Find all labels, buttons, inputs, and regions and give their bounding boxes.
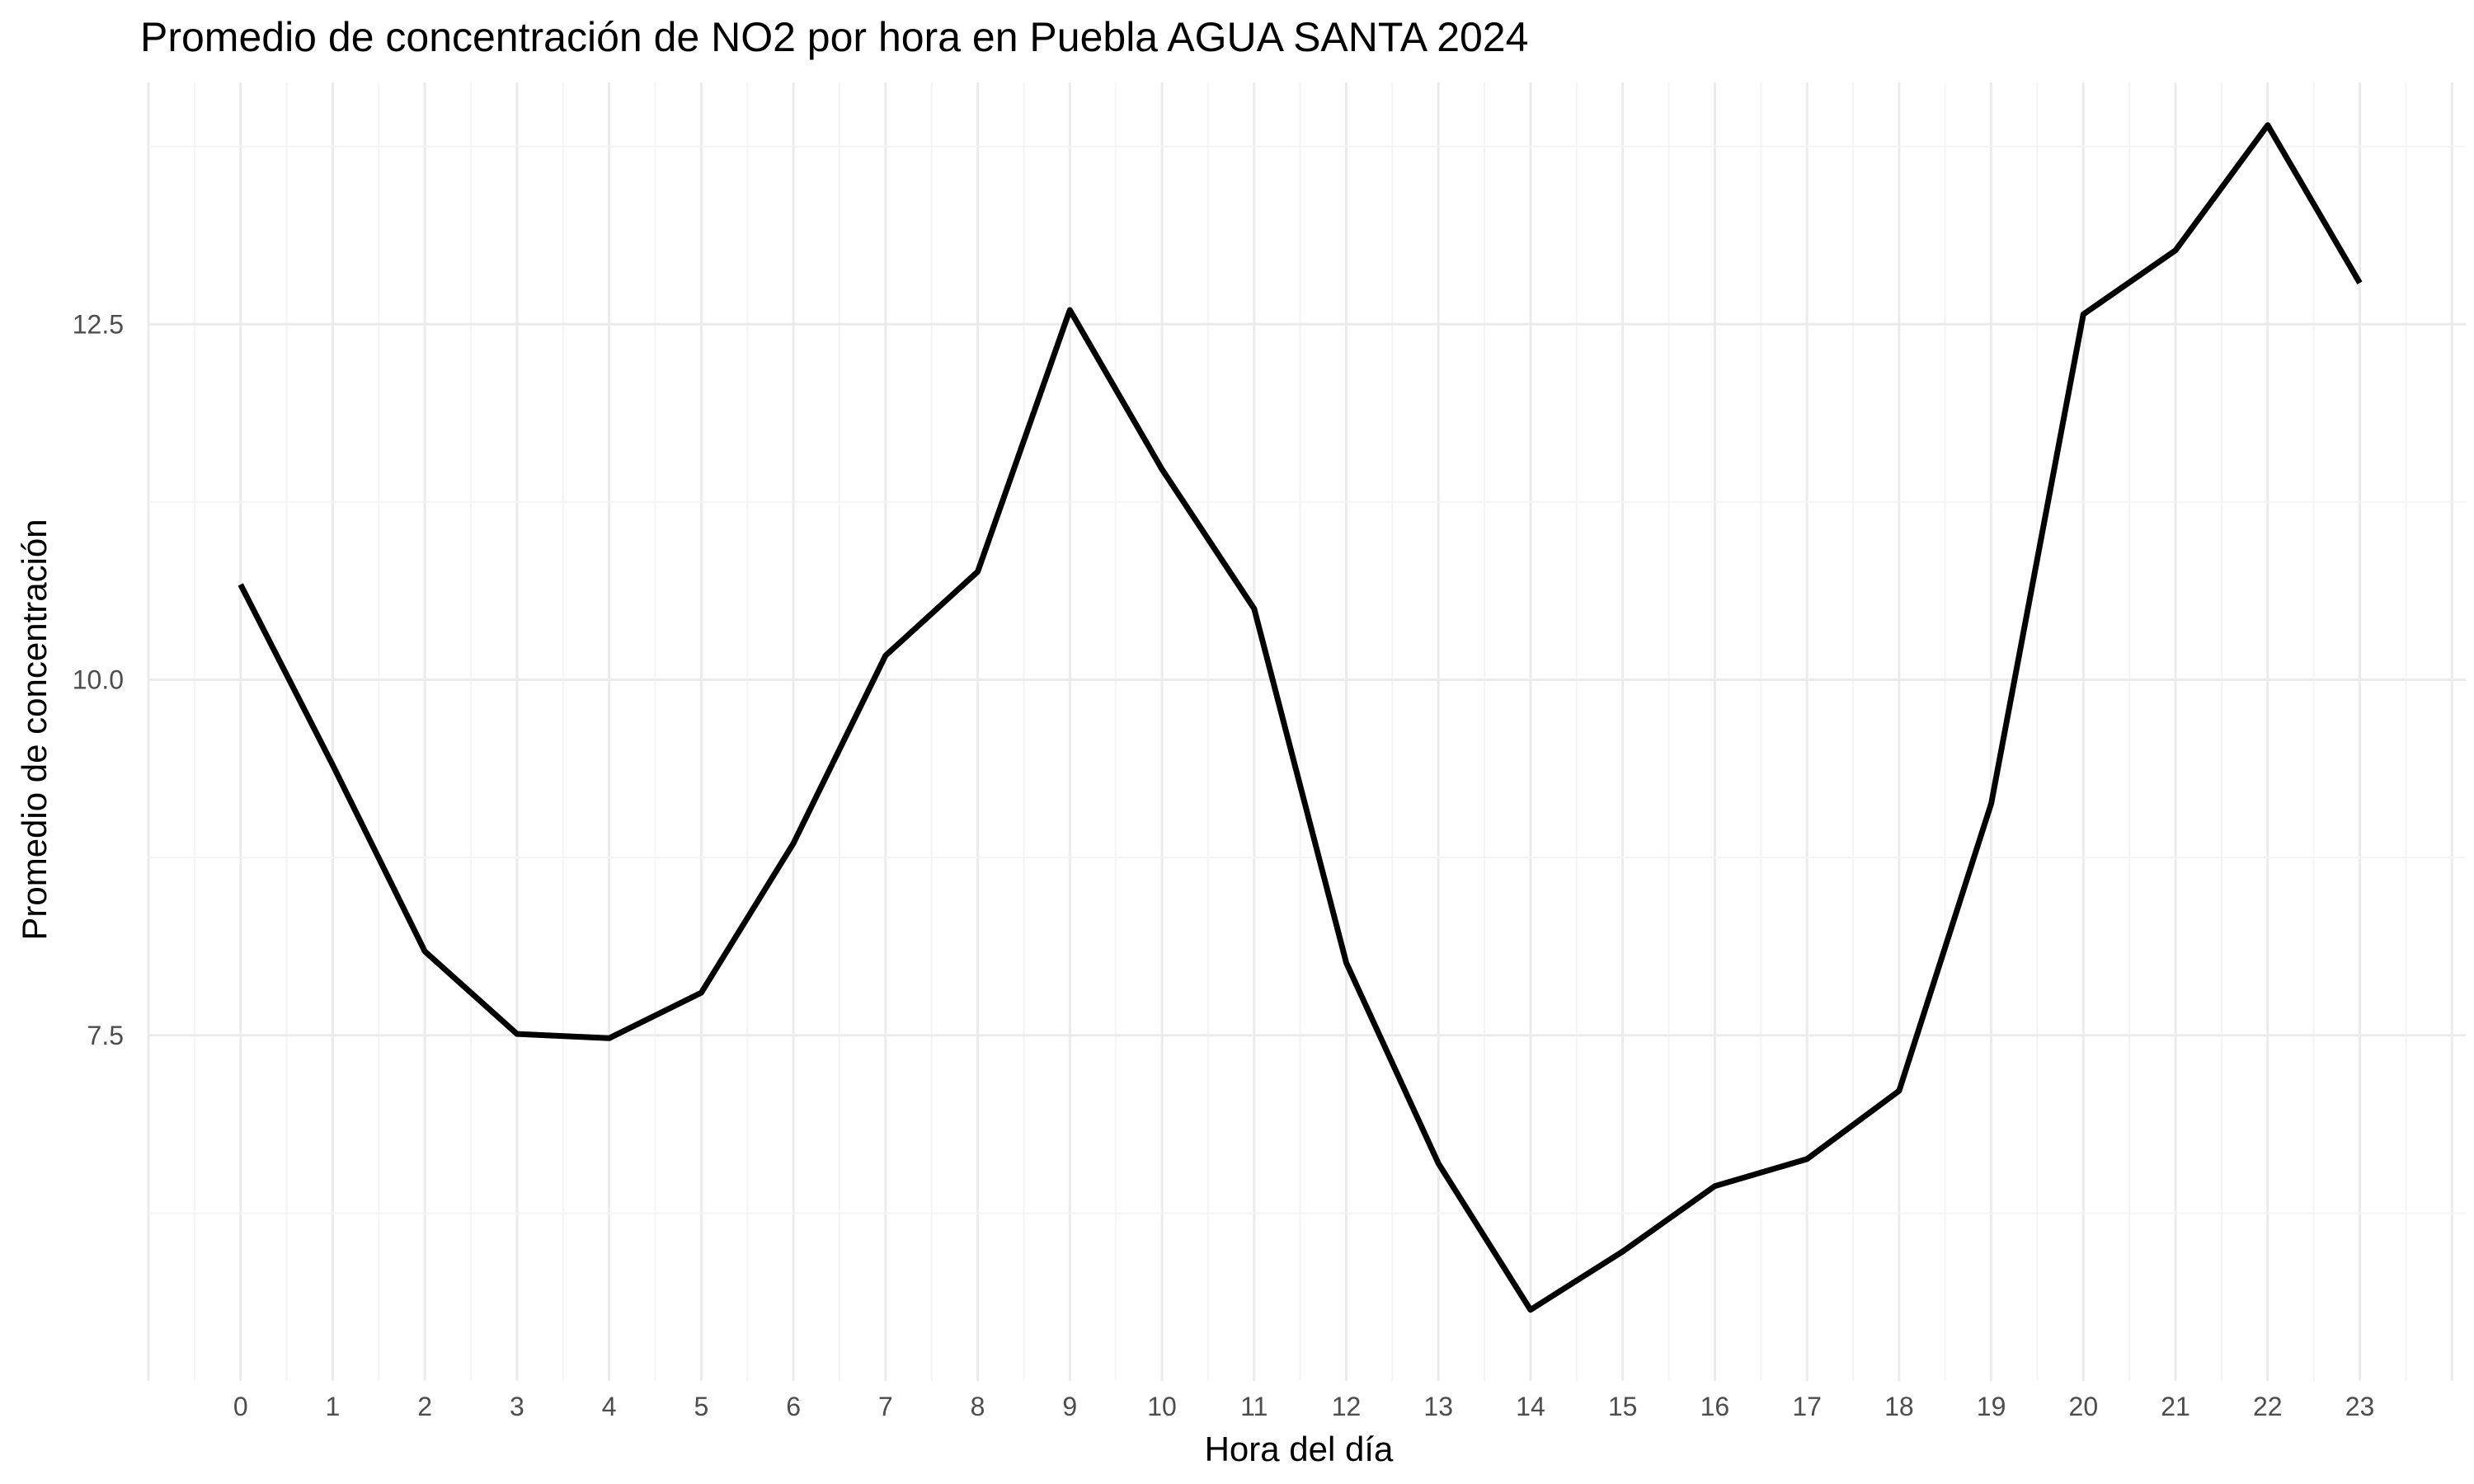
x-tick-label: 7	[878, 1392, 893, 1421]
x-tick-label: 22	[2253, 1392, 2283, 1421]
x-tick-label: 3	[510, 1392, 524, 1421]
x-tick-label: 5	[694, 1392, 708, 1421]
x-tick-label: 15	[1608, 1392, 1638, 1421]
x-axis-title: Hora del día	[1205, 1430, 1394, 1468]
y-axis-ticks: 7.5 10.0 12.5	[73, 309, 124, 1050]
x-tick-label: 12	[1332, 1392, 1362, 1421]
y-axis-title: Promedio de concentración	[15, 519, 54, 940]
x-tick-label: 10	[1147, 1392, 1177, 1421]
x-axis-ticks: 0 1 2 3 4 5 6 7 8 9 10 11 12 13 14 15 16 17 18 19 20 21 22 23	[233, 1392, 2374, 1421]
chart-title: Promedio de concentración de NO2 por hor…	[140, 14, 1528, 60]
x-tick-label: 6	[786, 1392, 801, 1421]
x-tick-label: 16	[1700, 1392, 1730, 1421]
x-tick-label: 17	[1792, 1392, 1822, 1421]
x-tick-label: 13	[1423, 1392, 1453, 1421]
x-tick-label: 8	[971, 1392, 985, 1421]
x-tick-label: 18	[1884, 1392, 1914, 1421]
series-layer	[238, 122, 2363, 1313]
y-tick-label: 12.5	[73, 309, 124, 339]
x-tick-label: 2	[417, 1392, 432, 1421]
x-tick-label: 23	[2345, 1392, 2375, 1421]
x-tick-label: 1	[326, 1392, 341, 1421]
x-tick-label: 14	[1516, 1392, 1545, 1421]
y-tick-label: 7.5	[87, 1021, 124, 1050]
x-tick-label: 9	[1062, 1392, 1077, 1421]
x-tick-label: 4	[602, 1392, 617, 1421]
grid	[147, 82, 2466, 1381]
x-tick-label: 20	[2069, 1392, 2099, 1421]
x-tick-label: 21	[2161, 1392, 2190, 1421]
x-tick-label: 11	[1240, 1392, 1268, 1421]
x-tick-label: 0	[233, 1392, 248, 1421]
x-tick-label: 19	[1977, 1392, 2006, 1421]
series-line-0	[238, 122, 2363, 1313]
y-tick-label: 10.0	[73, 665, 124, 695]
